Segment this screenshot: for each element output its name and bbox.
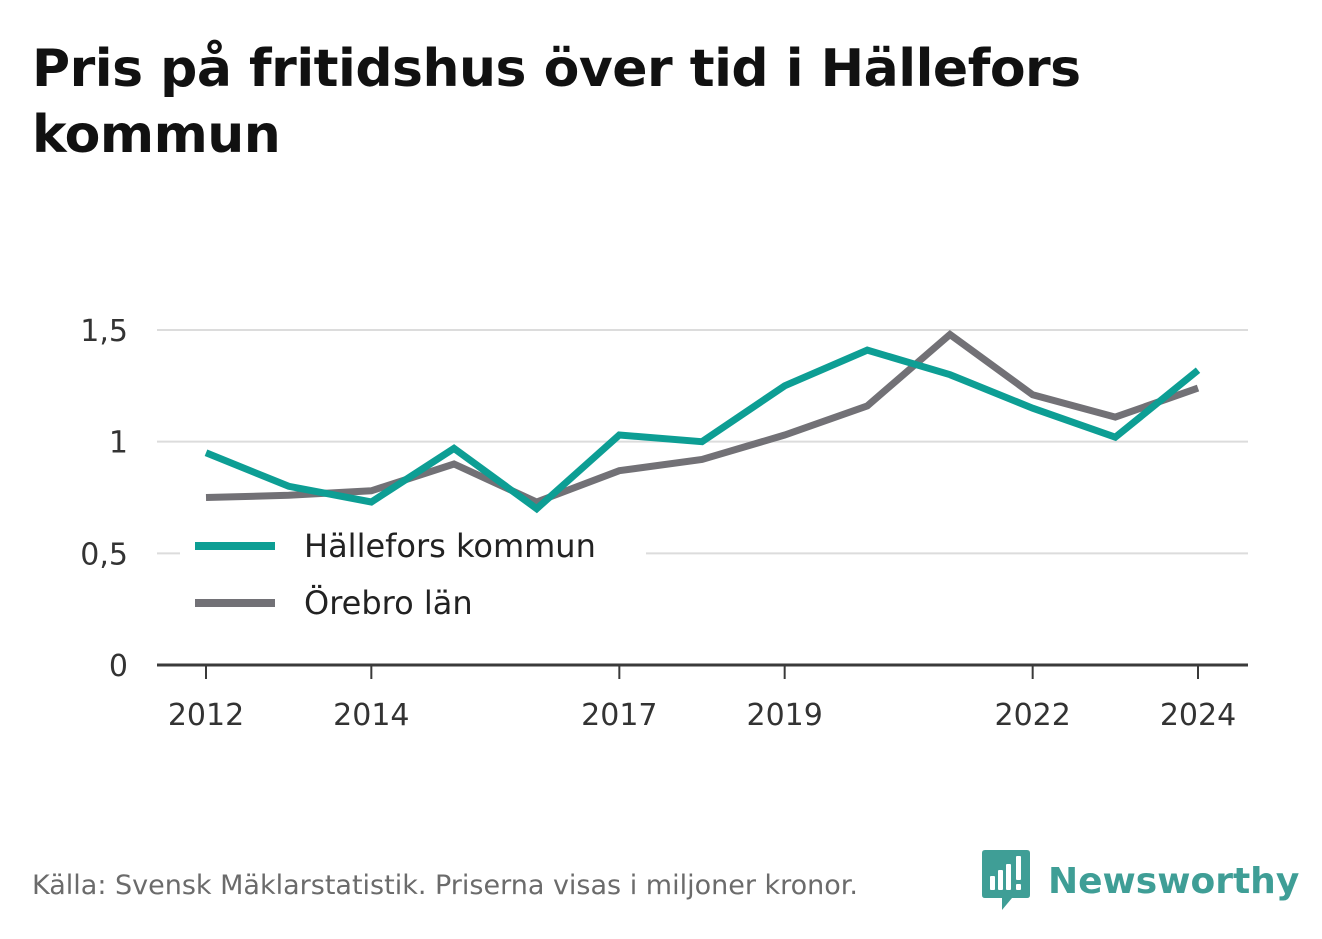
series-line [205, 330, 1200, 506]
x-axis [157, 663, 1248, 679]
legend-background [180, 520, 646, 636]
x-tick-label: 2019 [746, 698, 822, 733]
legend-label: Örebro län [304, 584, 473, 622]
newsworthy-logo-icon [982, 850, 1030, 910]
x-tick-label: 2014 [333, 698, 409, 733]
series-lines [204, 330, 1201, 514]
y-tick-label: 0,5 [80, 537, 128, 572]
legend-label: Hällefors kommun [304, 527, 596, 565]
x-axis-tick-labels: 2012 2014 2017 2019 2022 2024 [168, 698, 1236, 733]
y-tick-label: 1 [109, 426, 128, 461]
source-note: Källa: Svensk Mäklarstatistik. Priserna … [32, 870, 859, 901]
y-tick-label: 1,5 [80, 314, 128, 349]
y-axis-tick-labels: 1,5 1 0,5 0 [80, 314, 128, 684]
chart-title: Pris på fritidshus över tid i Hällefors … [32, 39, 1081, 165]
brand-name: Newsworthy [1048, 860, 1300, 902]
y-tick-label: 0 [109, 649, 128, 684]
brand-logo: Newsworthy [982, 850, 1299, 912]
x-tick-label: 2024 [1160, 698, 1236, 733]
series-line [204, 346, 1201, 514]
x-tick-label: 2017 [581, 698, 657, 733]
legend: Hällefors kommun Örebro län [180, 520, 646, 636]
x-tick-label: 2022 [994, 698, 1070, 733]
x-tick-label: 2012 [168, 698, 244, 733]
